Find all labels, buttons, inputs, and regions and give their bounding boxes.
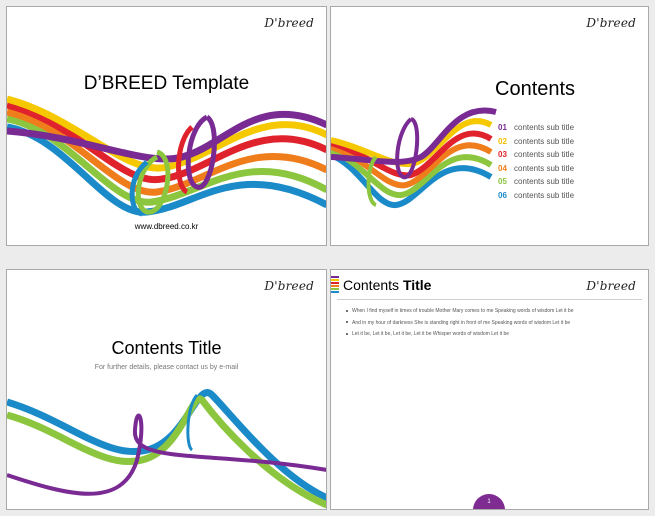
bullet-list: When I find myself in times of trouble M…	[345, 308, 645, 343]
ribbon-loop-purple	[185, 114, 217, 190]
bullet-item: And in my hour of darkness She is standi…	[345, 320, 645, 332]
bullet-dot-icon	[346, 321, 348, 324]
slide-4-content[interactable]: Contents Title D'breed When I find mysel…	[330, 269, 649, 510]
brand-logo: D'breed	[264, 279, 314, 293]
toc-label: contents sub title	[514, 150, 575, 159]
brand-logo: D'breed	[586, 16, 636, 30]
website-url: www.dbreed.co.kr	[134, 222, 199, 231]
bullet-text: And in my hour of darkness She is standi…	[352, 319, 571, 326]
header-color-bars	[331, 276, 339, 294]
toc-item[interactable]: 01 contents sub title	[498, 123, 574, 137]
toc-number: 01	[498, 123, 507, 132]
ribbon-purple	[7, 110, 326, 163]
ribbon-graphic	[7, 389, 326, 509]
toc-label: contents sub title	[514, 123, 575, 132]
toc-number: 02	[498, 136, 507, 146]
bullet-item: Let it be, Let it be, Let it be, Let it …	[345, 331, 645, 343]
title-prefix: Contents	[343, 277, 400, 293]
toc-label: contents sub title	[514, 136, 575, 146]
toc-item[interactable]: 06 contents sub title	[498, 191, 574, 205]
ribbon-green	[7, 395, 326, 509]
ribbon-loop-green	[366, 155, 378, 207]
slide-3-section-title[interactable]: D'breed Contents Title For further detai…	[6, 269, 327, 510]
page-number-badge: 1	[473, 494, 505, 509]
ribbon-green	[7, 115, 326, 206]
table-of-contents: 01 contents sub title 02 contents sub titl…	[498, 123, 574, 204]
toc-label: contents sub title	[514, 190, 575, 200]
slide-1-title[interactable]: D'breed D’BREED Template www.dbreed.co.k…	[6, 6, 327, 246]
toc-number: 03	[498, 150, 507, 159]
slide-title: D’BREED Template	[83, 73, 250, 94]
brand-logo: D'breed	[264, 16, 314, 30]
bullet-dot-icon	[346, 309, 348, 312]
ribbon-green	[331, 148, 493, 198]
brand-logo: D'breed	[586, 279, 636, 293]
toc-item[interactable]: 04 contents sub title	[498, 164, 574, 178]
title-bold: Title	[402, 277, 432, 293]
rainbow-ribbon-graphic	[7, 95, 326, 217]
slide-2-contents[interactable]: D'breed Contents 01 contents sub title 02…	[330, 6, 649, 246]
bullet-dot-icon	[346, 332, 348, 335]
ribbon-purple	[7, 413, 326, 496]
bullet-item: When I find myself in times of trouble M…	[345, 308, 645, 320]
toc-number: 05	[498, 177, 507, 186]
rainbow-ribbon-graphic	[331, 107, 497, 208]
toc-item[interactable]: 03 contents sub title	[498, 150, 574, 164]
ribbon-red	[7, 101, 326, 184]
ribbon-loop-purple	[395, 117, 420, 180]
ribbon-loop-blue	[129, 160, 149, 217]
bullet-text: When I find myself in times of trouble M…	[352, 308, 574, 314]
toc-item[interactable]: 02 contents sub title	[498, 137, 574, 151]
toc-item[interactable]: 05 contents sub title	[498, 177, 574, 191]
header-divider	[337, 299, 642, 300]
section-title: Contents Title	[111, 338, 222, 358]
toc-label: contents sub title	[514, 177, 575, 186]
ribbon-blue	[331, 152, 493, 208]
toc-label: contents sub title	[514, 163, 575, 173]
section-subtitle: For further details, please contact us b…	[94, 364, 239, 371]
contents-heading: Contents	[495, 78, 576, 100]
ribbon-purple	[331, 107, 497, 165]
bullet-text: Let it be, Let it be, Let it be, Let it …	[352, 331, 510, 337]
ribbon-loop-red	[176, 125, 194, 195]
ribbon-loop-blue	[186, 393, 199, 452]
toc-number: 06	[498, 190, 507, 200]
ribbon-loop-green	[135, 149, 171, 215]
toc-number: 04	[498, 163, 507, 173]
content-title: Contents Title	[343, 277, 431, 293]
